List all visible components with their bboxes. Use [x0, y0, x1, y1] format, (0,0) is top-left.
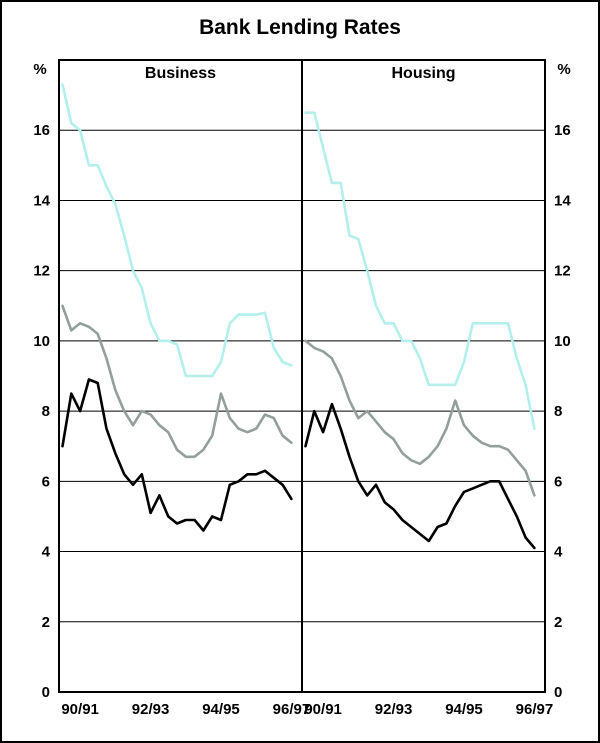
- y-tick-label-left: 6: [42, 473, 50, 490]
- y-tick-label-right: 8: [554, 403, 562, 420]
- y-tick-label-right: 4: [554, 544, 563, 561]
- housing-grey-line: [304, 339, 536, 497]
- x-tick-label: 90/91: [304, 701, 342, 718]
- y-tick-label-left: 2: [42, 614, 50, 631]
- y-tick-label-right: 16: [554, 122, 571, 139]
- x-tick-label: 94/95: [202, 701, 240, 718]
- y-tick-label-left: 14: [33, 192, 50, 209]
- y-tick-label-left: 12: [33, 263, 50, 280]
- y-tick-label-left: 0: [42, 684, 50, 701]
- y-tick-label-right: 2: [554, 614, 562, 631]
- panel-title-housing: Housing: [392, 65, 456, 82]
- chart-title: Bank Lending Rates: [199, 16, 401, 39]
- x-tick-label: 90/91: [61, 701, 99, 718]
- panel-title-business: Business: [145, 65, 216, 82]
- y-tick-label-left: 10: [33, 333, 50, 350]
- y-tick-label-right: 10: [554, 333, 571, 350]
- y-tick-label-right: 12: [554, 263, 571, 280]
- x-tick-label: 94/95: [445, 701, 483, 718]
- y-tick-label-right: 0: [554, 684, 562, 701]
- y-tick-label-right: 14: [554, 192, 571, 209]
- y-tick-label-left: 8: [42, 403, 50, 420]
- x-tick-label: 96/97: [273, 701, 311, 718]
- business-grey-line: [61, 304, 293, 459]
- y-axis-unit-left: %: [33, 61, 46, 78]
- y-tick-label-left: 16: [33, 122, 50, 139]
- business-light-blue-line: [61, 83, 293, 378]
- y-axis-unit-right: %: [557, 61, 570, 78]
- housing-light-blue-line: [304, 111, 536, 431]
- x-tick-label: 92/93: [132, 701, 170, 718]
- business-black-line: [61, 378, 293, 532]
- housing-black-line: [304, 402, 536, 550]
- y-tick-label-left: 4: [42, 544, 51, 561]
- x-tick-label: 96/97: [516, 701, 554, 718]
- y-tick-label-right: 6: [554, 473, 562, 490]
- x-tick-label: 92/93: [375, 701, 413, 718]
